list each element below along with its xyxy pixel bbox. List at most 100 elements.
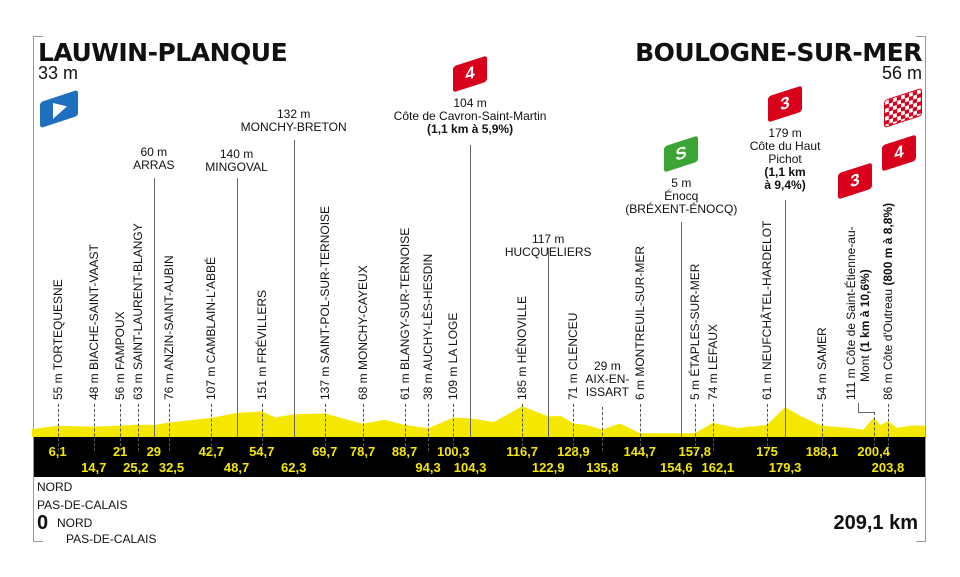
marker-dashed-line bbox=[404, 404, 406, 451]
marker-dashed-line bbox=[324, 404, 326, 451]
km-label: 14,7 bbox=[81, 460, 107, 475]
marker-dashed-line bbox=[261, 404, 263, 451]
marker-dashed-line bbox=[428, 404, 430, 451]
department-label: PAS-DE-CALAIS bbox=[66, 532, 157, 546]
marker-line bbox=[236, 178, 238, 437]
town-text: 111 m Côte de Saint-Étienne-au- bbox=[843, 226, 858, 400]
point-label: 104 m Côte de Cavron-Saint-Martin (1,1 km … bbox=[394, 97, 547, 136]
marker-dashed-line bbox=[602, 407, 604, 451]
km-label: 179,3 bbox=[768, 460, 802, 475]
frame-right bbox=[925, 36, 926, 541]
town-text: Mont bbox=[857, 351, 872, 382]
km-label: 175 bbox=[756, 444, 778, 459]
point-name: HUCQUELIERS bbox=[504, 245, 592, 259]
km-label: 200,4 bbox=[857, 444, 890, 459]
town-label: 38 m AUCHY-LÈS-HESDIN bbox=[421, 254, 435, 400]
town-label: 86 m Côte d'Outreau (800 m à 8,8%) bbox=[881, 203, 895, 400]
finish-altitude: 56 m bbox=[881, 63, 922, 83]
km-label: 100,3 bbox=[436, 444, 470, 459]
town-label: 137 m SAINT-POL-SUR-TERNOISE bbox=[318, 206, 332, 400]
point-name: Énocq bbox=[664, 189, 699, 203]
town-text: 54 m SAMER bbox=[815, 327, 830, 400]
km-label: 144,7 bbox=[623, 444, 657, 459]
km-label: 6,1 bbox=[48, 444, 67, 459]
point-name: MINGOVAL bbox=[205, 160, 268, 174]
marker-dashed-line bbox=[639, 404, 641, 451]
town-label: 185 m HÉNOVILLE bbox=[515, 296, 529, 400]
bracket-line bbox=[857, 412, 874, 413]
marker-dashed-line bbox=[57, 404, 59, 451]
town-label: 71 m CLENCEU bbox=[566, 313, 580, 400]
marker-dashed-line bbox=[453, 404, 455, 451]
town-text: 68 m MONCHY-CAYEUX bbox=[355, 265, 370, 400]
point-label: 132 m MONCHY-BRETON bbox=[241, 108, 347, 134]
town-label: 5 m ÉTAPLES-SUR-MER bbox=[688, 264, 702, 400]
marker-dashed-line bbox=[93, 404, 95, 451]
marker-dashed-line bbox=[873, 412, 875, 451]
marker-dashed-line bbox=[362, 404, 364, 451]
town-label: 63 m SAINT-LAURENT-BLANGY bbox=[131, 223, 145, 400]
km-label: 162,1 bbox=[701, 460, 735, 475]
frame-tick bbox=[916, 541, 926, 542]
town-label: 68 m MONCHY-CAYEUX bbox=[356, 265, 370, 400]
km-label: 42,7 bbox=[198, 444, 224, 459]
km-label: 188,1 bbox=[805, 444, 839, 459]
point-alt: 132 m bbox=[276, 107, 311, 121]
km-label: 203,8 bbox=[871, 460, 905, 475]
town-label: 111 m Côte de Saint-Étienne-au- Mont (1 k… bbox=[844, 226, 872, 400]
marker-dashed-line bbox=[120, 404, 122, 451]
town-label: 107 m CAMBLAIN-L'ABBÉ bbox=[204, 257, 218, 400]
marker-dashed-line bbox=[168, 404, 170, 451]
frame-tick bbox=[33, 541, 43, 542]
marker-line bbox=[153, 178, 155, 437]
km-label: 32,5 bbox=[158, 460, 185, 475]
marker-dashed-line bbox=[137, 404, 139, 451]
marker-line bbox=[681, 222, 683, 437]
marker-dashed-line bbox=[822, 404, 824, 451]
point-alt: 179 m bbox=[768, 126, 802, 140]
marker-dashed-line bbox=[694, 404, 696, 451]
climb-detail: (800 m à 8,8%) bbox=[880, 202, 895, 286]
town-label: 151 m FRÉVILLERS bbox=[255, 290, 269, 400]
town-label: 109 m LA LOGE bbox=[446, 313, 460, 400]
point-name2: (BRÉXENT-ÉNOCQ) bbox=[625, 202, 738, 216]
point-detail: (1,1 km bbox=[764, 165, 806, 179]
point-name: Côte de Cavron-Saint-Martin bbox=[393, 109, 547, 123]
point-label: 140 m MINGOVAL bbox=[205, 148, 267, 174]
km-label: 116,7 bbox=[506, 444, 539, 459]
marker-dashed-line bbox=[211, 404, 213, 451]
km-label: 122,9 bbox=[531, 460, 565, 475]
point-label: 117 m HUCQUELIERS bbox=[505, 233, 592, 259]
km-label: 135,8 bbox=[586, 460, 619, 475]
km-label: 154,6 bbox=[660, 460, 693, 475]
point-name2: ISSART bbox=[585, 385, 629, 399]
point-alt: 5 m bbox=[671, 176, 692, 190]
point-alt: 117 m bbox=[531, 232, 565, 246]
climb-detail: (1 km à 10,6%) bbox=[857, 269, 872, 352]
point-detail: (1,1 km à 5,9%) bbox=[427, 122, 514, 136]
town-text: 38 m AUCHY-LÈS-HESDIN bbox=[421, 253, 436, 400]
start-city: LAUWIN-PLANQUE bbox=[38, 38, 288, 67]
town-text: 56 m FAMPOUX bbox=[113, 311, 128, 400]
point-name: MONCHY-BRETON bbox=[240, 120, 347, 134]
department-label: NORD bbox=[37, 480, 73, 494]
km-label: 62,3 bbox=[281, 460, 307, 475]
point-alt: 29 m bbox=[594, 359, 621, 373]
marker-line bbox=[785, 200, 787, 437]
km-label: 21 bbox=[112, 444, 128, 459]
town-text: 5 m ÉTAPLES-SUR-MER bbox=[687, 263, 702, 400]
town-label: 61 m BLANGY-SUR-TERNOISE bbox=[398, 228, 412, 400]
marker-line bbox=[548, 248, 550, 437]
marker-dashed-line bbox=[712, 404, 714, 451]
marker-dashed-line bbox=[887, 404, 889, 451]
point-alt: 140 m bbox=[219, 147, 254, 161]
point-label: 179 m Côte du Haut Pichot (1,1 km à 9,4%) bbox=[750, 127, 821, 192]
department-label: NORD bbox=[57, 516, 93, 530]
town-text: 107 m CAMBLAIN-L'ABBÉ bbox=[204, 256, 219, 400]
frame-tick bbox=[33, 36, 43, 37]
town-text: 63 m SAINT-LAURENT-BLANGY bbox=[130, 223, 145, 400]
town-text: 109 m LA LOGE bbox=[446, 312, 461, 400]
point-name: Côte du Haut bbox=[749, 139, 821, 153]
town-text: 151 m FRÉVILLERS bbox=[254, 289, 269, 400]
